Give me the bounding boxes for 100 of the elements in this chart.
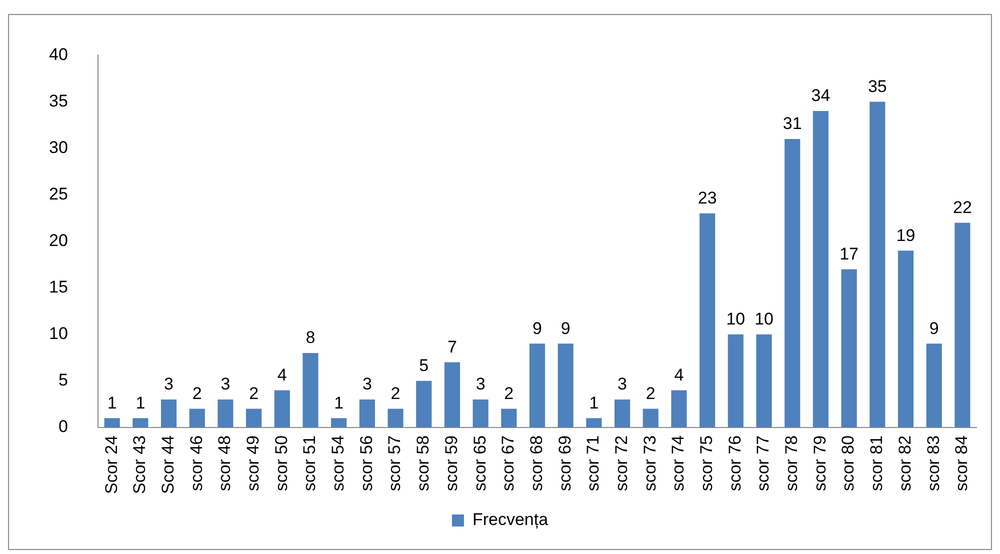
x-tick-label: scor 83 [924,435,943,492]
data-label: 3 [220,374,230,394]
data-label: 1 [136,393,146,412]
bar [189,408,205,428]
bar [416,380,432,428]
data-label: 7 [447,337,457,356]
data-label: 2 [192,384,202,403]
bar [756,334,772,428]
bar [642,408,658,428]
data-label: 22 [952,198,972,217]
bar [274,390,290,428]
bar [160,399,177,428]
y-tick-label: 40 [48,44,68,64]
bar [444,362,460,428]
x-tick-label: scor 74 [668,435,688,492]
x-tick-label: Scor 24 [102,435,121,494]
x-tick-label: scor 84 [952,435,972,492]
bar [926,344,942,428]
bar [218,399,234,428]
x-tick-label: scor 49 [243,435,262,492]
data-label: 3 [618,374,628,394]
bar [614,399,630,428]
x-tick-label: scor 58 [414,435,433,492]
bar [472,399,488,428]
data-label: 23 [698,188,717,208]
data-label: 1 [107,393,117,412]
y-tick-label: 25 [48,184,68,204]
data-label: 10 [726,310,746,329]
x-tick-label: Scor 44 [158,435,178,494]
x-tick-label: scor 79 [810,435,830,492]
bar [388,408,404,428]
x-tick-label: scor 78 [782,435,802,492]
data-label: 31 [782,114,802,134]
x-tick-label: scor 51 [300,435,320,492]
x-tick-label: scor 75 [697,435,716,492]
data-label: 1 [589,393,599,412]
data-label: 2 [390,384,400,403]
x-tick-label: scor 59 [442,435,461,492]
data-label: 3 [164,374,174,394]
bar [529,344,546,428]
bar [841,269,857,428]
data-label: 17 [840,244,859,264]
y-tick-label: 30 [48,138,68,157]
bar [246,408,262,428]
x-tick-label: scor 48 [215,435,234,492]
y-tick-label: 5 [58,370,68,390]
x-tick-label: scor 76 [725,435,744,492]
bar [700,213,716,428]
bar [302,352,318,428]
data-label: 10 [754,310,774,329]
x-tick-label: scor 68 [526,435,546,492]
data-label: 4 [674,365,684,384]
x-tick-label: scor 80 [838,435,858,492]
x-tick-label: scor 65 [470,435,490,492]
data-label: 8 [306,328,316,348]
x-tick-label: scor 81 [867,435,886,492]
bar [501,408,517,428]
data-label: 2 [646,384,656,403]
y-tick-label: 35 [48,91,68,110]
x-tick-label: scor 69 [555,435,574,492]
data-label: 3 [362,374,372,394]
data-label: 2 [504,384,514,403]
data-label: 9 [532,318,542,338]
x-tick-label: scor 46 [186,435,206,492]
data-label: 35 [868,76,887,96]
bar [104,418,120,428]
bar [898,250,914,428]
x-tick-label: scor 77 [754,435,773,492]
x-tick-label: scor 73 [640,435,660,492]
x-tick-label: scor 50 [272,435,291,492]
bar [558,344,574,428]
x-tick-label: scor 72 [612,435,631,492]
bar [728,334,744,428]
x-tick-label: scor 57 [385,435,404,492]
bar [784,138,800,428]
x-tick-label: scor 71 [584,435,603,492]
x-tick-label: Scor 43 [130,435,150,494]
bar [132,418,148,428]
data-label: 3 [476,374,486,394]
data-label: 19 [896,226,916,245]
bar [812,111,829,428]
data-label: 2 [249,384,259,403]
legend-label: Frecvența [472,510,549,530]
x-tick-label: scor 67 [498,435,518,492]
y-tick-label: 0 [58,417,68,436]
bar [359,399,375,428]
x-tick-label: scor 56 [356,435,376,492]
data-label: 5 [419,356,429,376]
bar [671,390,687,428]
y-tick-label: 10 [48,324,68,344]
bar [331,418,347,428]
data-label: 4 [277,365,287,384]
data-label: 34 [811,86,830,106]
data-label: 9 [560,318,570,338]
bar [586,418,602,428]
y-tick-label: 15 [48,278,68,297]
data-label: 1 [334,393,344,412]
x-tick-label: scor 54 [328,435,348,492]
x-tick-label: scor 82 [895,435,914,492]
data-label: 9 [929,318,939,338]
